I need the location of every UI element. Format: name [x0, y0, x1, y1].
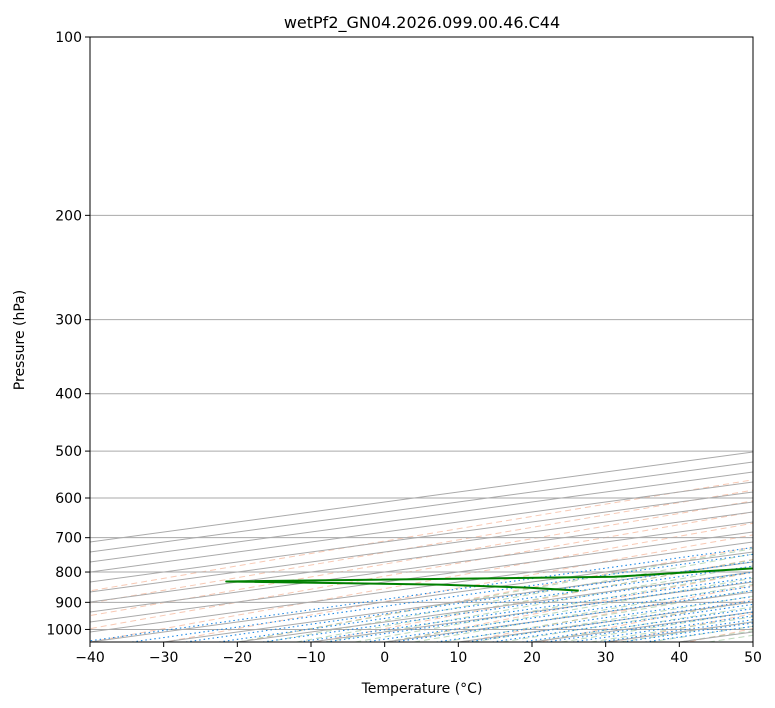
series-layer [225, 567, 753, 592]
dry-adiabat-line [389, 571, 753, 642]
moist-adiabat-line [708, 634, 753, 642]
dry-adiabat-line [239, 546, 753, 642]
y-tick-label: 900 [55, 595, 82, 611]
y-tick-label: 800 [55, 565, 82, 581]
isotherm-line [531, 611, 753, 642]
dry-adiabat-line [314, 558, 753, 642]
isotherm-line [90, 451, 753, 543]
axes: −40 −30 −20 −10 0 10 20 30 40 50 100 200 300 400 500 60… [46, 30, 762, 666]
y-tick-label: 500 [55, 444, 82, 460]
isotherm-line [90, 461, 753, 553]
x-tick-label: −20 [223, 650, 253, 666]
moist-adiabat-line [531, 606, 753, 642]
x-tick-label: 40 [670, 650, 688, 666]
mixing-ratio-line [185, 561, 753, 642]
isotherm-line [310, 581, 753, 642]
dry-adiabat-line [613, 613, 753, 642]
dry-adiabat-line [538, 598, 753, 642]
x-tick-label: 50 [744, 650, 762, 666]
isotherm-line [90, 491, 753, 583]
y-tick-label: 100 [55, 30, 82, 46]
isotherm-line [90, 481, 753, 573]
moist-adiabat-line [679, 630, 753, 642]
x-tick-label: −10 [296, 650, 326, 666]
isotherm-line [384, 591, 753, 642]
moist-adiabat-line [266, 553, 753, 642]
y-tick-label: 1000 [46, 622, 82, 638]
chart-title: wetPf2_GN04.2026.099.00.46.C44 [284, 13, 560, 33]
x-tick-label: −40 [75, 650, 105, 666]
x-tick-label: 30 [597, 650, 615, 666]
moist-adiabat-line [325, 565, 753, 642]
mixing-ratio-line [299, 576, 753, 642]
x-tick-label: 20 [523, 650, 541, 666]
y-tick-label: 600 [55, 491, 82, 507]
isotherm-line [90, 501, 753, 593]
moist-adiabat-line [502, 601, 753, 642]
isotherm-line [90, 551, 753, 642]
x-tick-label: 0 [380, 650, 389, 666]
isotherm-line [679, 631, 753, 642]
moist-adiabat-line [384, 577, 753, 642]
x-axis-label: Temperature (°C) [361, 681, 483, 697]
y-tick-label: 200 [55, 208, 82, 224]
y-axis-label: Pressure (hPa) [12, 290, 28, 390]
mixing-ratio-line [262, 571, 753, 642]
moist-adiabat-line [620, 621, 753, 642]
dry-adiabat-line [90, 522, 753, 642]
moist-adiabat-line [649, 625, 753, 642]
mixing-ratio-line [599, 619, 753, 642]
isotherm-line [90, 521, 753, 613]
x-tick-label: −30 [149, 650, 179, 666]
x-tick-label: 10 [449, 650, 467, 666]
moist-adiabat-line [414, 583, 753, 642]
isotherm-line [605, 621, 753, 642]
moist-adiabat-line [237, 548, 753, 642]
mixing-ratio-line [131, 553, 753, 642]
dry-adiabat-line [763, 37, 775, 642]
dry-adiabat-line [90, 479, 753, 592]
isotherm-line [90, 531, 753, 623]
isotherm-line [90, 471, 753, 563]
y-tick-label: 700 [55, 531, 82, 547]
isotherm-line [752, 641, 753, 642]
grid-layer [90, 37, 775, 642]
isotherm-line [458, 601, 753, 642]
isotherm-line [90, 511, 753, 603]
y-tick-label: 300 [55, 313, 82, 329]
y-tick-label: 400 [55, 387, 82, 403]
series-dewpoint-line [225, 567, 753, 592]
plot-frame [89, 36, 754, 643]
moist-adiabat-line [355, 571, 753, 642]
mixing-ratio-line [218, 565, 753, 642]
moist-adiabat-line [473, 595, 753, 642]
